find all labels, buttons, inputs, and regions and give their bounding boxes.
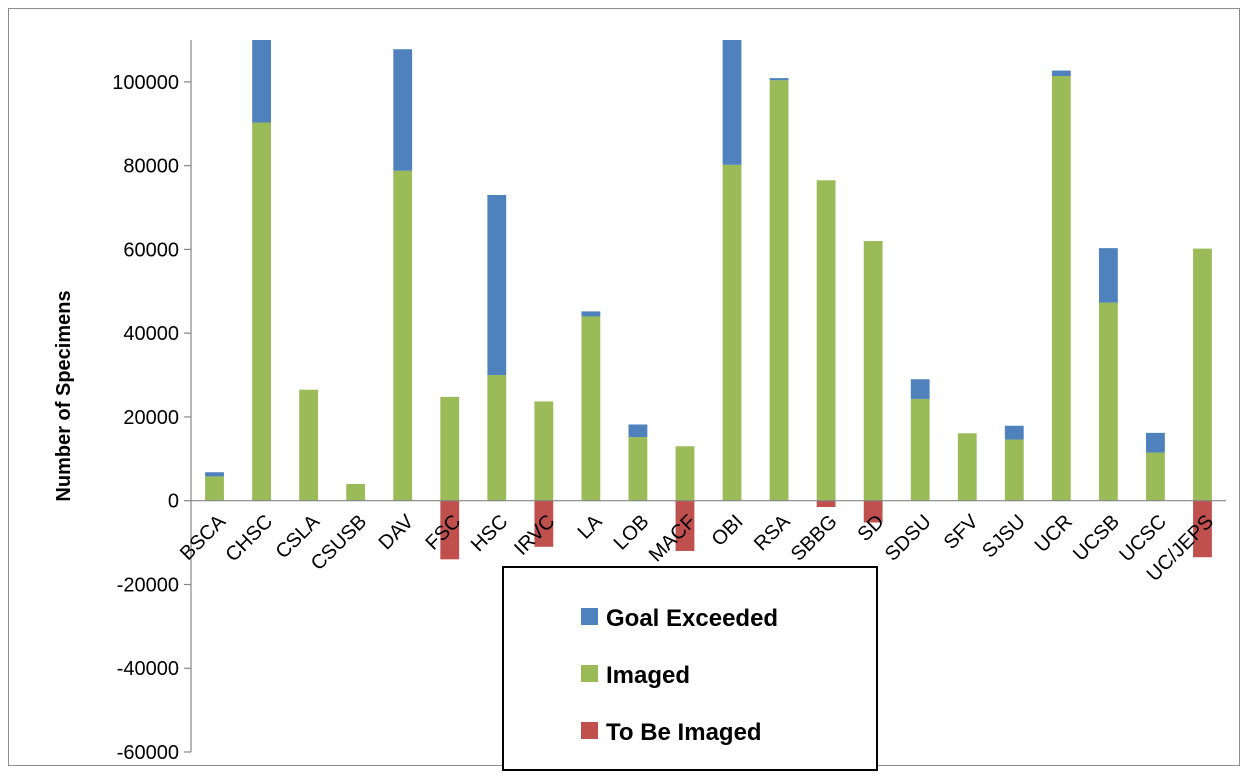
bar-imaged-la [581, 316, 601, 501]
category-label: DAV [375, 510, 419, 554]
legend-box [502, 566, 878, 771]
bar-goal-exceeded-ucsb [1098, 248, 1118, 303]
bar-imaged-uc-jeps [1193, 248, 1212, 501]
legend-label-imaged: Imaged [606, 662, 690, 689]
y-axis-ticks: -60000 -40000 -20000 0 20000 40000 60000 80000 1… [112, 72, 191, 764]
bar-imaged-fsc [440, 396, 460, 501]
bar-goal-exceeded-sjsu [1004, 425, 1024, 440]
legend-label-to-be-imaged: To Be Imaged [606, 719, 762, 746]
category-label: UCSB [1069, 511, 1124, 566]
bar-imaged-csusb [346, 483, 366, 501]
bar-imaged-obi [722, 164, 742, 501]
bar-to-be-imaged-sbbg [816, 500, 836, 507]
bar-to-be-imaged-uc-jeps [1193, 500, 1212, 558]
bar-goal-exceeded-ucr [1051, 70, 1071, 77]
category-label: SFV [940, 510, 984, 554]
bar-imaged-sjsu [1004, 439, 1024, 501]
y-tick-label: 80000 [123, 156, 179, 178]
bar-goal-exceeded-chsc [252, 40, 271, 123]
bar-to-be-imaged-irvc [534, 500, 554, 547]
bar-goal-exceeded-la [581, 311, 601, 317]
bar-imaged-ucr [1051, 76, 1071, 501]
bar-imaged-hsc [487, 375, 507, 501]
bar-imaged-chsc [252, 122, 271, 501]
category-label: SJSU [978, 511, 1030, 563]
legend-swatch-goal-exceeded [581, 608, 598, 625]
legend: Goal Exceeded Imaged To Be Imaged [502, 566, 878, 771]
bar-goal-exceeded-ucsc [1146, 432, 1165, 453]
category-label: SBBG [787, 511, 842, 566]
y-tick-label: -40000 [117, 658, 179, 680]
bar-goal-exceeded-dav [393, 49, 413, 171]
category-label: OBI [708, 511, 748, 551]
y-axis-title: Number of Specimens [53, 290, 75, 501]
bar-imaged-macf [675, 446, 695, 501]
legend-label-goal-exceeded: Goal Exceeded [606, 605, 778, 632]
bars [205, 40, 1212, 560]
bar-goal-exceeded-hsc [487, 194, 507, 376]
y-tick-label: 20000 [123, 407, 179, 429]
category-label: CHSC [221, 511, 277, 567]
bar-goal-exceeded-obi [722, 40, 742, 165]
bar-imaged-ucsb [1098, 302, 1118, 501]
bar-goal-exceeded-bsca [205, 472, 224, 477]
category-label: HSC [467, 511, 512, 556]
bar-goal-exceeded-sdsu [910, 379, 930, 399]
bar-imaged-sbbg [816, 180, 836, 501]
y-tick-label: 0 [168, 491, 179, 513]
bar-imaged-lob [628, 437, 648, 501]
bar-to-be-imaged-fsc [440, 500, 460, 560]
bar-goal-exceeded-lob [628, 424, 648, 438]
bar-imaged-rsa [769, 80, 789, 501]
y-tick-label: -20000 [117, 574, 179, 596]
legend-swatch-imaged [581, 665, 598, 682]
bar-imaged-csla [299, 389, 319, 501]
bar-imaged-sdsu [910, 398, 930, 501]
category-label: BSCA [176, 510, 231, 565]
category-label: SD [853, 511, 888, 546]
bar-imaged-sfv [957, 433, 977, 501]
y-tick-label: 40000 [123, 323, 179, 345]
bar-imaged-irvc [534, 401, 554, 501]
bar-to-be-imaged-macf [675, 500, 695, 551]
y-tick-label: -60000 [117, 742, 179, 764]
y-tick-label: 60000 [123, 239, 179, 261]
bar-imaged-sd [863, 241, 883, 501]
bar-imaged-bsca [205, 476, 224, 501]
category-label: LA [574, 510, 607, 543]
category-label: SDSU [881, 511, 936, 566]
bar-to-be-imaged-sd [863, 500, 883, 523]
y-tick-label: 100000 [112, 72, 179, 94]
bar-imaged-ucsc [1146, 452, 1165, 501]
bar-goal-exceeded-rsa [769, 78, 789, 81]
legend-swatch-to-be-imaged [581, 722, 598, 739]
bar-imaged-dav [393, 170, 413, 501]
